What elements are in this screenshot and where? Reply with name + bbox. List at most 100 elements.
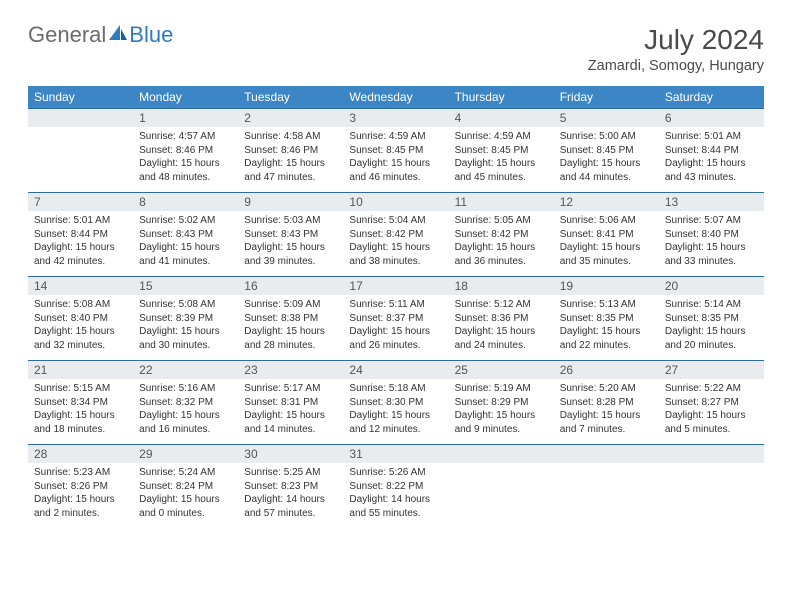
day-number: [449, 444, 554, 463]
day-number: 31: [343, 444, 448, 463]
calendar-day-cell: 10Sunrise: 5:04 AMSunset: 8:42 PMDayligh…: [343, 192, 448, 276]
calendar-day-cell: 28Sunrise: 5:23 AMSunset: 8:26 PMDayligh…: [28, 444, 133, 528]
day-number: 28: [28, 444, 133, 463]
calendar-day-cell: 15Sunrise: 5:08 AMSunset: 8:39 PMDayligh…: [133, 276, 238, 360]
calendar-day-cell: 7Sunrise: 5:01 AMSunset: 8:44 PMDaylight…: [28, 192, 133, 276]
logo-part2: Blue: [129, 24, 173, 46]
day-number: 15: [133, 276, 238, 295]
day-details: Sunrise: 5:12 AMSunset: 8:36 PMDaylight:…: [449, 295, 554, 356]
calendar-day-cell: 14Sunrise: 5:08 AMSunset: 8:40 PMDayligh…: [28, 276, 133, 360]
sail-icon: [108, 24, 128, 46]
day-number: 26: [554, 360, 659, 379]
day-details: Sunrise: 5:25 AMSunset: 8:23 PMDaylight:…: [238, 463, 343, 524]
calendar-day-cell: 30Sunrise: 5:25 AMSunset: 8:23 PMDayligh…: [238, 444, 343, 528]
day-details: Sunrise: 5:08 AMSunset: 8:39 PMDaylight:…: [133, 295, 238, 356]
day-details: Sunrise: 4:59 AMSunset: 8:45 PMDaylight:…: [449, 127, 554, 188]
calendar-week-row: 14Sunrise: 5:08 AMSunset: 8:40 PMDayligh…: [28, 276, 764, 360]
calendar-day-cell: 23Sunrise: 5:17 AMSunset: 8:31 PMDayligh…: [238, 360, 343, 444]
calendar-week-row: 1Sunrise: 4:57 AMSunset: 8:46 PMDaylight…: [28, 108, 764, 192]
weekday-header: Thursday: [449, 86, 554, 108]
day-details: Sunrise: 5:24 AMSunset: 8:24 PMDaylight:…: [133, 463, 238, 524]
calendar-day-cell: 22Sunrise: 5:16 AMSunset: 8:32 PMDayligh…: [133, 360, 238, 444]
calendar-day-cell: 31Sunrise: 5:26 AMSunset: 8:22 PMDayligh…: [343, 444, 448, 528]
day-details: Sunrise: 5:08 AMSunset: 8:40 PMDaylight:…: [28, 295, 133, 356]
day-number: 29: [133, 444, 238, 463]
logo-part1: General: [28, 24, 106, 46]
day-details: Sunrise: 5:00 AMSunset: 8:45 PMDaylight:…: [554, 127, 659, 188]
day-details: Sunrise: 5:19 AMSunset: 8:29 PMDaylight:…: [449, 379, 554, 440]
day-details: Sunrise: 5:22 AMSunset: 8:27 PMDaylight:…: [659, 379, 764, 440]
day-details: Sunrise: 5:07 AMSunset: 8:40 PMDaylight:…: [659, 211, 764, 272]
logo: General Blue: [28, 24, 173, 46]
day-number: [659, 444, 764, 463]
calendar-day-cell: 21Sunrise: 5:15 AMSunset: 8:34 PMDayligh…: [28, 360, 133, 444]
day-number: 25: [449, 360, 554, 379]
day-details: Sunrise: 4:57 AMSunset: 8:46 PMDaylight:…: [133, 127, 238, 188]
day-details: Sunrise: 5:03 AMSunset: 8:43 PMDaylight:…: [238, 211, 343, 272]
day-number: 7: [28, 192, 133, 211]
day-number: [554, 444, 659, 463]
calendar-day-cell: 29Sunrise: 5:24 AMSunset: 8:24 PMDayligh…: [133, 444, 238, 528]
weekday-header: Saturday: [659, 86, 764, 108]
day-details: Sunrise: 4:58 AMSunset: 8:46 PMDaylight:…: [238, 127, 343, 188]
day-number: 10: [343, 192, 448, 211]
day-number: 3: [343, 108, 448, 127]
day-details: Sunrise: 5:17 AMSunset: 8:31 PMDaylight:…: [238, 379, 343, 440]
title-block: July 2024 Zamardi, Somogy, Hungary: [588, 24, 764, 74]
day-number: 6: [659, 108, 764, 127]
weekday-header: Monday: [133, 86, 238, 108]
day-details: Sunrise: 5:16 AMSunset: 8:32 PMDaylight:…: [133, 379, 238, 440]
day-number: 23: [238, 360, 343, 379]
calendar-day-cell: 17Sunrise: 5:11 AMSunset: 8:37 PMDayligh…: [343, 276, 448, 360]
calendar-day-cell: 5Sunrise: 5:00 AMSunset: 8:45 PMDaylight…: [554, 108, 659, 192]
day-number: 9: [238, 192, 343, 211]
day-number: 24: [343, 360, 448, 379]
calendar-body: 1Sunrise: 4:57 AMSunset: 8:46 PMDaylight…: [28, 108, 764, 528]
day-number: 20: [659, 276, 764, 295]
calendar-week-row: 21Sunrise: 5:15 AMSunset: 8:34 PMDayligh…: [28, 360, 764, 444]
location: Zamardi, Somogy, Hungary: [588, 58, 764, 74]
day-details: Sunrise: 5:01 AMSunset: 8:44 PMDaylight:…: [28, 211, 133, 272]
day-details: Sunrise: 5:23 AMSunset: 8:26 PMDaylight:…: [28, 463, 133, 524]
calendar-day-cell: 27Sunrise: 5:22 AMSunset: 8:27 PMDayligh…: [659, 360, 764, 444]
calendar-day-cell: 8Sunrise: 5:02 AMSunset: 8:43 PMDaylight…: [133, 192, 238, 276]
calendar-day-cell: 26Sunrise: 5:20 AMSunset: 8:28 PMDayligh…: [554, 360, 659, 444]
day-details: Sunrise: 5:11 AMSunset: 8:37 PMDaylight:…: [343, 295, 448, 356]
calendar-day-cell: 25Sunrise: 5:19 AMSunset: 8:29 PMDayligh…: [449, 360, 554, 444]
day-number: 30: [238, 444, 343, 463]
calendar-day-cell: 9Sunrise: 5:03 AMSunset: 8:43 PMDaylight…: [238, 192, 343, 276]
calendar-day-cell: 1Sunrise: 4:57 AMSunset: 8:46 PMDaylight…: [133, 108, 238, 192]
calendar-day-cell: 6Sunrise: 5:01 AMSunset: 8:44 PMDaylight…: [659, 108, 764, 192]
day-details: Sunrise: 5:06 AMSunset: 8:41 PMDaylight:…: [554, 211, 659, 272]
page-title: July 2024: [588, 24, 764, 56]
day-details: Sunrise: 5:13 AMSunset: 8:35 PMDaylight:…: [554, 295, 659, 356]
calendar-week-row: 7Sunrise: 5:01 AMSunset: 8:44 PMDaylight…: [28, 192, 764, 276]
calendar-day-cell: [449, 444, 554, 528]
day-details: Sunrise: 5:26 AMSunset: 8:22 PMDaylight:…: [343, 463, 448, 524]
weekday-header: Sunday: [28, 86, 133, 108]
day-details: Sunrise: 5:09 AMSunset: 8:38 PMDaylight:…: [238, 295, 343, 356]
calendar-week-row: 28Sunrise: 5:23 AMSunset: 8:26 PMDayligh…: [28, 444, 764, 528]
day-number: 8: [133, 192, 238, 211]
calendar-table: Sunday Monday Tuesday Wednesday Thursday…: [28, 86, 764, 528]
day-number: 1: [133, 108, 238, 127]
calendar-day-cell: 12Sunrise: 5:06 AMSunset: 8:41 PMDayligh…: [554, 192, 659, 276]
day-details: Sunrise: 5:05 AMSunset: 8:42 PMDaylight:…: [449, 211, 554, 272]
header: General Blue July 2024 Zamardi, Somogy, H…: [28, 24, 764, 74]
day-number: 13: [659, 192, 764, 211]
calendar-day-cell: 16Sunrise: 5:09 AMSunset: 8:38 PMDayligh…: [238, 276, 343, 360]
day-number: 19: [554, 276, 659, 295]
day-number: 21: [28, 360, 133, 379]
calendar-day-cell: 4Sunrise: 4:59 AMSunset: 8:45 PMDaylight…: [449, 108, 554, 192]
day-number: 27: [659, 360, 764, 379]
day-number: 14: [28, 276, 133, 295]
day-number: 2: [238, 108, 343, 127]
day-number: 18: [449, 276, 554, 295]
day-number: 16: [238, 276, 343, 295]
day-number: 12: [554, 192, 659, 211]
day-number: 22: [133, 360, 238, 379]
day-number: 4: [449, 108, 554, 127]
weekday-header: Tuesday: [238, 86, 343, 108]
weekday-header: Wednesday: [343, 86, 448, 108]
calendar-day-cell: 18Sunrise: 5:12 AMSunset: 8:36 PMDayligh…: [449, 276, 554, 360]
